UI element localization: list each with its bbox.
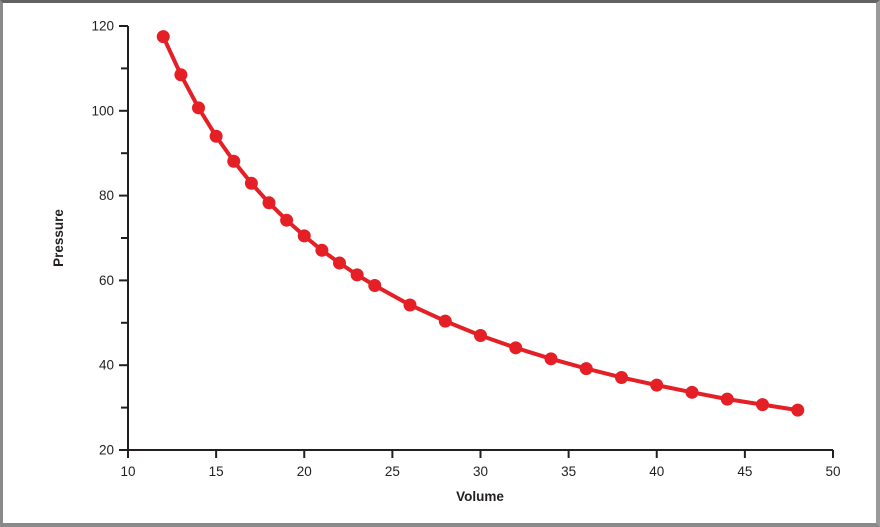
data-point <box>720 392 734 406</box>
x-axis-tick-label: 25 <box>385 464 400 479</box>
x-axis-tick-label: 30 <box>473 464 488 479</box>
x-axis-tick-label: 10 <box>120 464 135 479</box>
data-point <box>368 278 382 292</box>
data-point <box>474 329 487 343</box>
data-point <box>438 314 452 328</box>
data-point <box>756 398 769 412</box>
data-point <box>615 370 628 384</box>
x-axis-tick-label: 20 <box>297 464 312 479</box>
data-series-layer <box>156 30 805 417</box>
data-point <box>280 213 294 227</box>
y-axis-tick-label: 60 <box>99 273 114 288</box>
data-point <box>403 298 417 312</box>
data-point <box>685 385 699 399</box>
data-point <box>156 30 170 44</box>
y-axis-tick-label: 40 <box>99 358 114 373</box>
data-point <box>509 341 523 355</box>
data-point <box>227 154 241 168</box>
y-axis-tick-label: 80 <box>99 188 114 203</box>
x-axis-tick-label: 50 <box>825 464 840 479</box>
data-point <box>791 403 805 417</box>
x-axis-tick-label: 40 <box>649 464 664 479</box>
x-axis-tick-label: 45 <box>737 464 752 479</box>
y-axis-tick-label: 100 <box>91 103 114 118</box>
data-point <box>315 243 329 257</box>
data-point <box>544 352 558 366</box>
y-axis-tick-label: 120 <box>91 19 114 34</box>
data-point <box>350 268 364 282</box>
data-point <box>650 378 664 392</box>
data-point <box>262 196 276 210</box>
axes-layer: 10 15 20 25 30 35 40 45 50 20 40 60 80 100 120 <box>91 19 840 480</box>
y-axis-title: Pressure <box>51 209 66 267</box>
x-axis-title: Volume <box>456 489 504 504</box>
x-axis-tick-label: 35 <box>561 464 576 479</box>
data-point <box>579 362 593 376</box>
data-point <box>209 129 223 143</box>
data-point <box>174 68 188 82</box>
data-point <box>192 101 205 115</box>
series-line <box>161 34 800 413</box>
x-axis-tick-label: 15 <box>209 464 224 479</box>
y-axis-tick-label: 20 <box>99 443 114 458</box>
data-point <box>333 256 346 270</box>
data-point <box>297 229 311 243</box>
data-point <box>244 176 258 190</box>
